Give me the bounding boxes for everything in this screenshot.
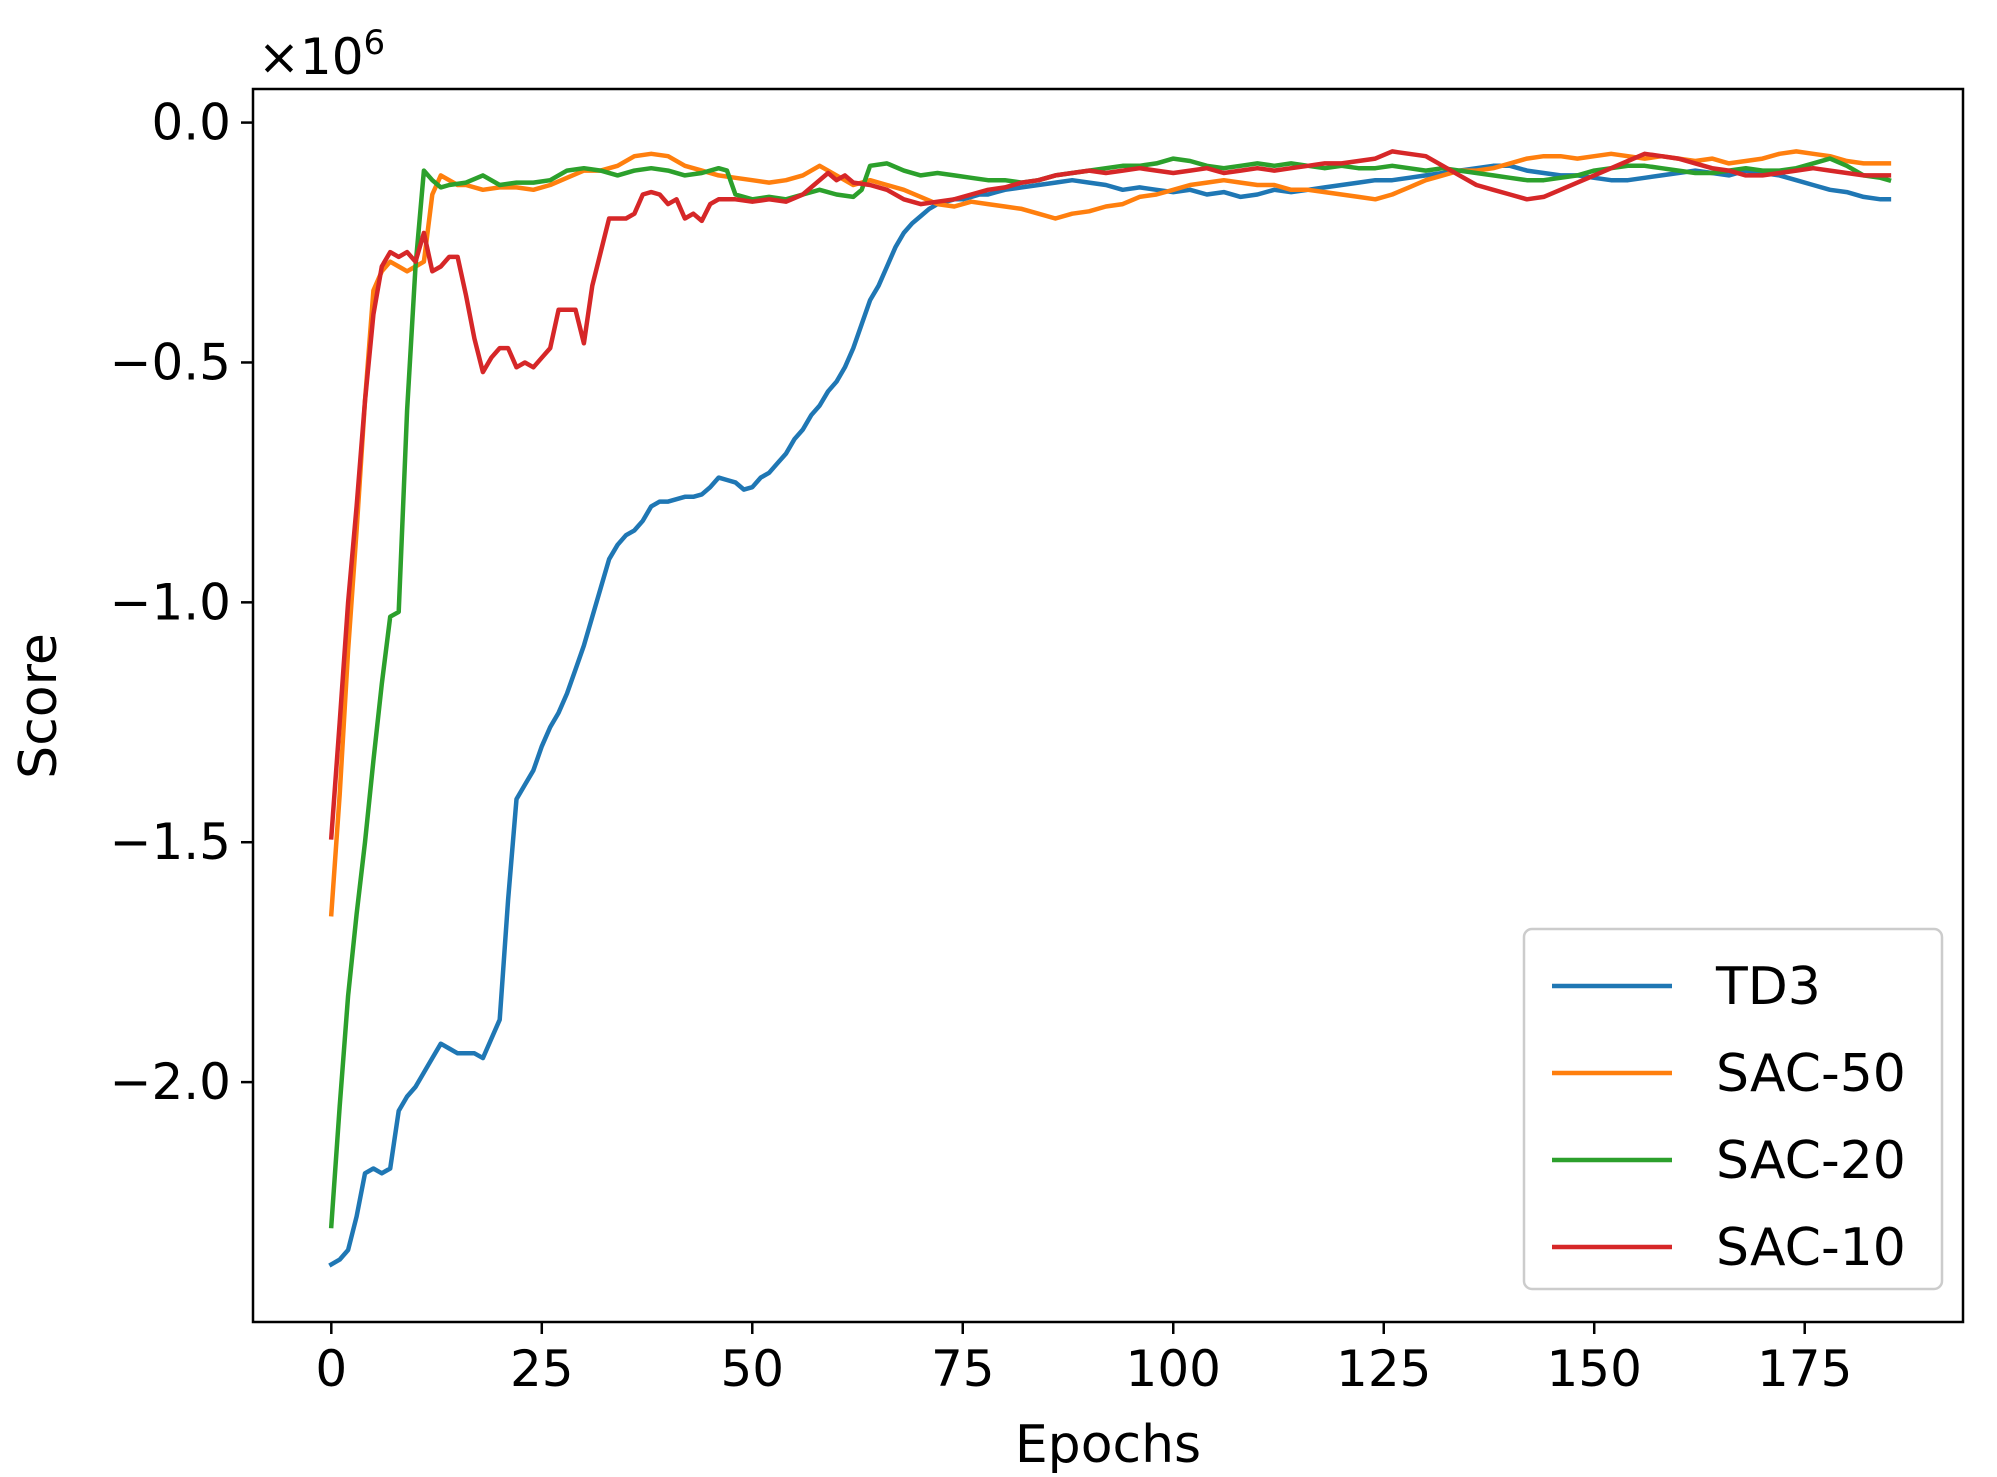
y-offset-text: ×106 [258, 23, 385, 86]
y-tick-label: −1.0 [110, 573, 231, 631]
legend-frame [1522, 927, 1944, 1291]
legend-label-sac-50: SAC-50 [1716, 1044, 1906, 1104]
legend-label-sac-20: SAC-20 [1716, 1131, 1906, 1191]
x-tick-label: 75 [931, 1340, 995, 1398]
x-tick-label: 25 [510, 1340, 574, 1398]
legend-label-sac-10: SAC-10 [1716, 1218, 1906, 1278]
y-axis-label: Score [9, 633, 69, 779]
plot-area [251, 87, 1965, 1324]
legend: TD3 SAC-50 SAC-20 SAC-10 [1522, 927, 1944, 1291]
series-lines [328, 149, 1892, 1268]
x-tick-label: 0 [315, 1340, 347, 1398]
x-tick-label: 125 [1336, 1340, 1431, 1398]
legend-label-td3: TD3 [1715, 957, 1821, 1017]
series-line-sac-50 [328, 149, 1892, 917]
x-tick-label: 150 [1547, 1340, 1642, 1398]
series-line-td3 [328, 163, 1892, 1268]
y-axis: 0.0 −0.5 −1.0 −1.5 −2.0 [110, 94, 253, 1111]
y-tick-label: −2.0 [110, 1053, 231, 1111]
series-line-sac-10 [328, 149, 1892, 840]
x-axis: 0 25 50 75 100 125 150 175 [315, 1322, 1852, 1398]
x-tick-label: 50 [720, 1340, 784, 1398]
y-tick-label: 0.0 [151, 94, 231, 152]
y-tick-label: −0.5 [110, 333, 231, 391]
x-axis-label: Epochs [1015, 1415, 1201, 1475]
x-tick-label: 100 [1126, 1340, 1221, 1398]
plot-frame [251, 87, 1965, 1324]
y-tick-label: −1.5 [110, 813, 231, 871]
x-tick-label: 175 [1757, 1340, 1852, 1398]
